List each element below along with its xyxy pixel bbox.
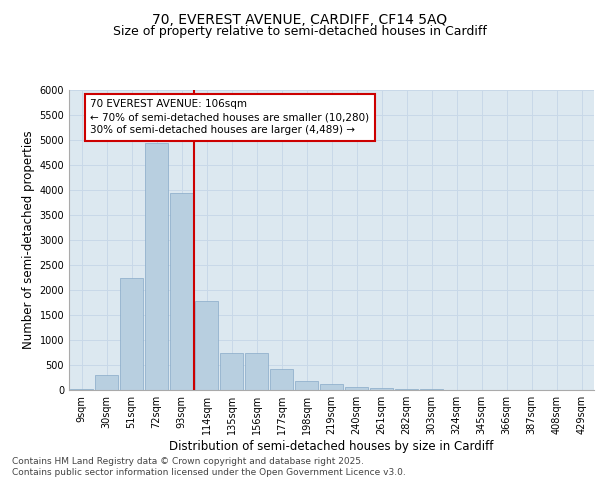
- Bar: [195, 301, 218, 390]
- Bar: [370, 388, 393, 390]
- Bar: [145, 142, 168, 390]
- Bar: [170, 192, 193, 390]
- Bar: [395, 388, 418, 390]
- Bar: [245, 352, 268, 390]
- Y-axis label: Number of semi-detached properties: Number of semi-detached properties: [22, 130, 35, 350]
- Bar: [320, 384, 343, 390]
- Bar: [70, 388, 93, 390]
- Text: Size of property relative to semi-detached houses in Cardiff: Size of property relative to semi-detach…: [113, 25, 487, 38]
- Bar: [270, 368, 293, 390]
- X-axis label: Distribution of semi-detached houses by size in Cardiff: Distribution of semi-detached houses by …: [169, 440, 494, 453]
- Text: Contains HM Land Registry data © Crown copyright and database right 2025.
Contai: Contains HM Land Registry data © Crown c…: [12, 458, 406, 477]
- Text: 70, EVEREST AVENUE, CARDIFF, CF14 5AQ: 70, EVEREST AVENUE, CARDIFF, CF14 5AQ: [152, 12, 448, 26]
- Bar: [220, 352, 243, 390]
- Text: 70 EVEREST AVENUE: 106sqm
← 70% of semi-detached houses are smaller (10,280)
30%: 70 EVEREST AVENUE: 106sqm ← 70% of semi-…: [90, 99, 370, 136]
- Bar: [345, 386, 368, 390]
- Bar: [420, 389, 443, 390]
- Bar: [295, 381, 318, 390]
- Bar: [120, 278, 143, 390]
- Bar: [95, 374, 118, 390]
